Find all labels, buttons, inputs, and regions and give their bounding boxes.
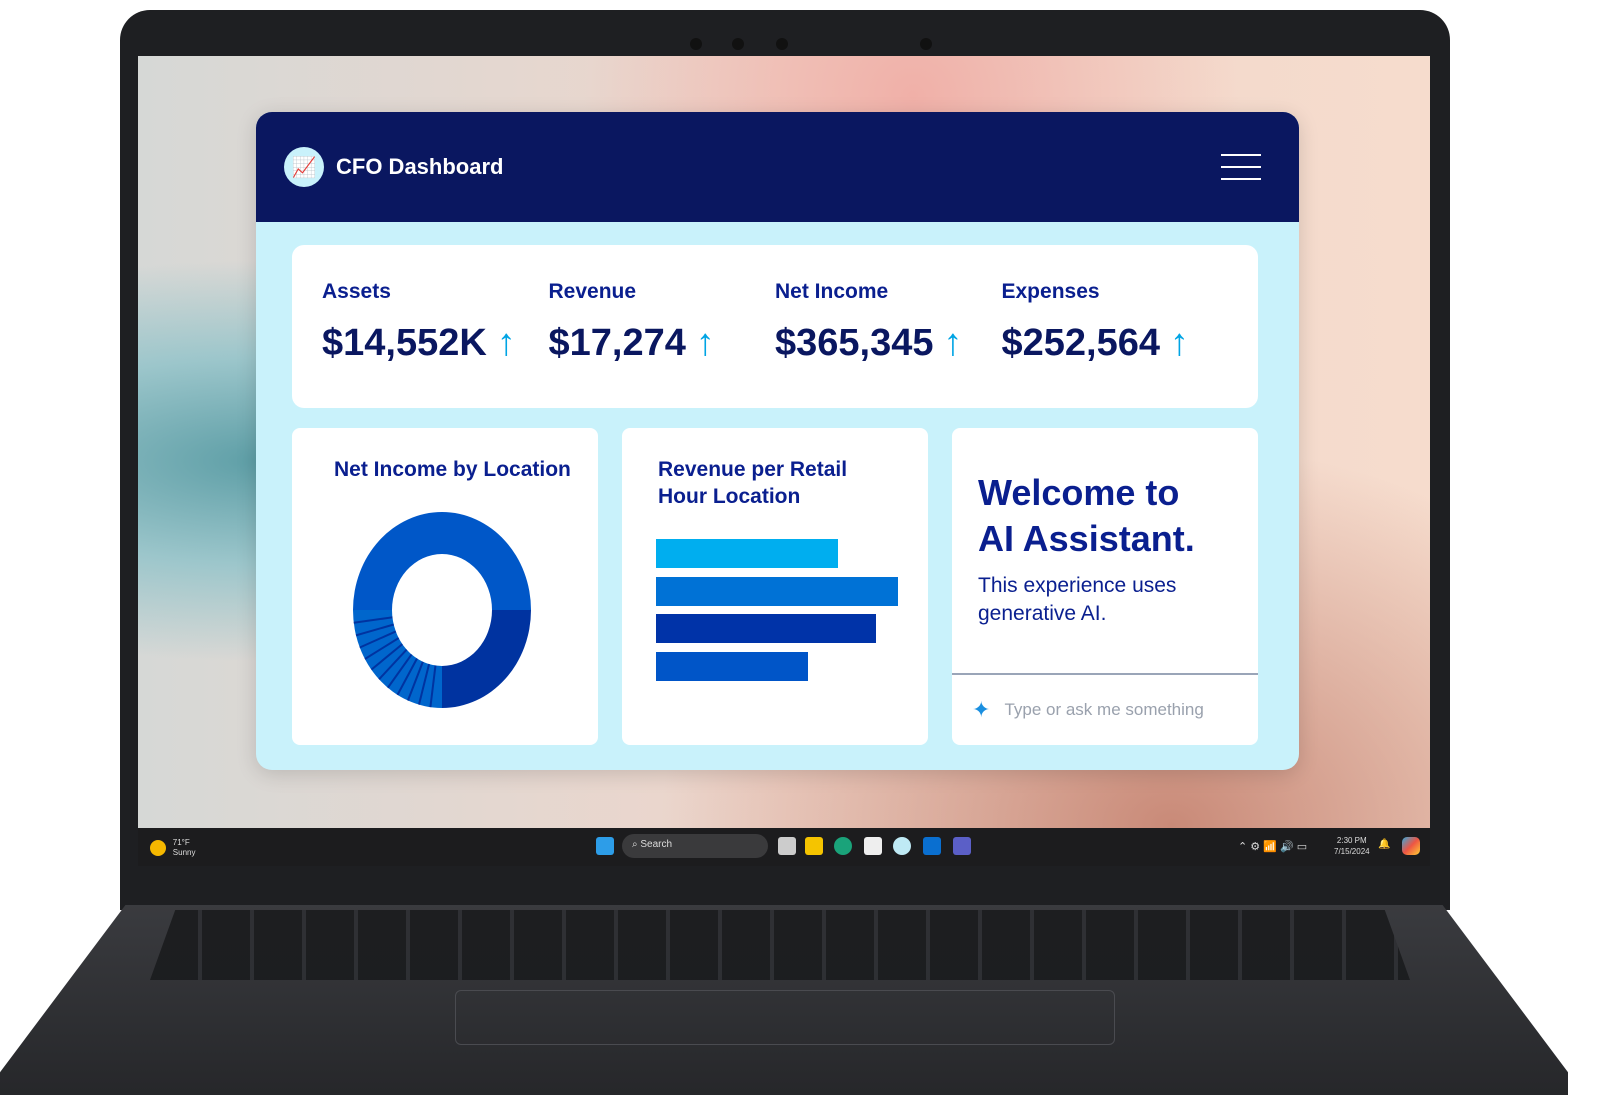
keyboard (150, 910, 1410, 980)
arrow-up-icon: ↑ (1170, 322, 1189, 364)
webcam (776, 38, 788, 50)
sensor (690, 38, 702, 50)
donut-slice[interactable] (353, 512, 531, 610)
header: 📈 CFO Dashboard (256, 112, 1299, 222)
kpi-expenses: Expenses $252,564 ↑ (1002, 280, 1229, 373)
sparkle-icon: ✦ (972, 697, 991, 722)
slice-stripe (353, 616, 393, 624)
revenue-card[interactable]: Revenue per Retail Hour Location (622, 428, 928, 745)
kpi-assets: Assets $14,552K ↑ (322, 280, 549, 373)
chart-icon: 📈 (284, 147, 324, 187)
kpi-label: Net Income (775, 280, 889, 303)
search-icon: ⌕ (632, 839, 641, 850)
ai-input-placeholder: Type or ask me something (1004, 700, 1204, 719)
slice-stripe (370, 643, 403, 671)
kpi-card: Assets $14,552K ↑ Revenue $17,274 ↑ Net Inco… (292, 245, 1258, 408)
ai-assistant-card: Welcome to AI Assistant. This experience … (952, 428, 1258, 745)
sun-icon (150, 840, 166, 856)
search-box[interactable]: ⌕ Search (622, 834, 768, 858)
kpi-label: Expenses (1001, 280, 1100, 303)
system-tray-icons[interactable]: ⌃ ⚙ 📶 🔊 ▭ (1238, 841, 1308, 853)
outlook-icon[interactable] (923, 837, 941, 858)
slice-stripe (364, 637, 400, 660)
kpi-label: Revenue (548, 280, 637, 303)
bar[interactable] (656, 614, 877, 643)
slice-stripe (396, 658, 418, 696)
kpi-label: Assets (322, 280, 391, 303)
slice-stripe (407, 661, 424, 701)
donut-chart (353, 512, 531, 708)
ai-input[interactable]: ✦ Type or ask me something (952, 673, 1258, 745)
file-explorer-icon[interactable] (805, 837, 823, 858)
kpi-value: $14,552K (322, 322, 487, 364)
slice-stripe (359, 630, 397, 649)
kpi-net-income: Net Income $365,345 ↑ (775, 280, 1002, 373)
touchpad (455, 990, 1115, 1045)
kpi-value: $365,345 (775, 322, 934, 364)
copilot-icon[interactable] (1402, 837, 1420, 858)
hamburger-icon[interactable] (1221, 154, 1261, 180)
search-label: Search (640, 839, 673, 850)
kpi-value: $17,274 (548, 322, 686, 364)
clock[interactable]: 2:30 PM 7/15/2024 (1334, 836, 1370, 856)
arrow-up-icon: ↑ (943, 322, 963, 364)
slice-stripe (387, 653, 413, 689)
app-title: CFO Dashboard (336, 154, 504, 179)
windows-icon (596, 837, 614, 855)
weather-desc: Sunny (172, 848, 196, 857)
welcome-subtitle: This experience uses generative AI. (978, 574, 1177, 625)
sensor (920, 38, 932, 50)
card-title: Revenue per Retail Hour Location (658, 458, 848, 508)
bar[interactable] (656, 539, 838, 568)
notification-icon[interactable]: 🔔 (1378, 839, 1391, 850)
card-title: Net Income by Location (334, 458, 571, 481)
task-view-icon[interactable] (778, 837, 796, 858)
sensor (732, 38, 744, 50)
slice-stripe (378, 648, 408, 680)
store-icon[interactable] (864, 837, 882, 858)
start-button[interactable] (596, 837, 614, 858)
arrow-up-icon: ↑ (496, 322, 516, 364)
bar[interactable] (656, 651, 809, 681)
screen: 📈 CFO Dashboard Assets $14,552K ↑ Revenue $… (138, 56, 1430, 866)
teams-icon[interactable] (953, 837, 971, 858)
kpi-revenue: Revenue $17,274 ↑ (549, 280, 776, 373)
bar[interactable] (656, 576, 898, 606)
slice-stripe (429, 665, 437, 708)
dashboard-window: 📈 CFO Dashboard Assets $14,552K ↑ Revenue $… (256, 112, 1299, 770)
dashboard-app-icon[interactable] (893, 837, 911, 858)
weather-widget[interactable]: 71°F Sunny (150, 838, 195, 858)
slice-stripe (417, 663, 431, 705)
taskbar: 71°F Sunny ⌕ Search ⌃ ⚙ 📶 🔊 ▭ 2:30 PM 7/15… (138, 828, 1430, 866)
welcome-title: Welcome to AI Assistant. (978, 472, 1195, 559)
kpi-value: $252,564 (1001, 322, 1161, 364)
arrow-up-icon: ↑ (695, 322, 715, 364)
slice-stripe (355, 623, 394, 637)
net-income-card[interactable]: Net Income by Location (292, 428, 598, 745)
weather-temp: 71°F (172, 838, 190, 847)
edge-icon[interactable] (834, 837, 852, 858)
donut-slice[interactable] (442, 610, 531, 708)
